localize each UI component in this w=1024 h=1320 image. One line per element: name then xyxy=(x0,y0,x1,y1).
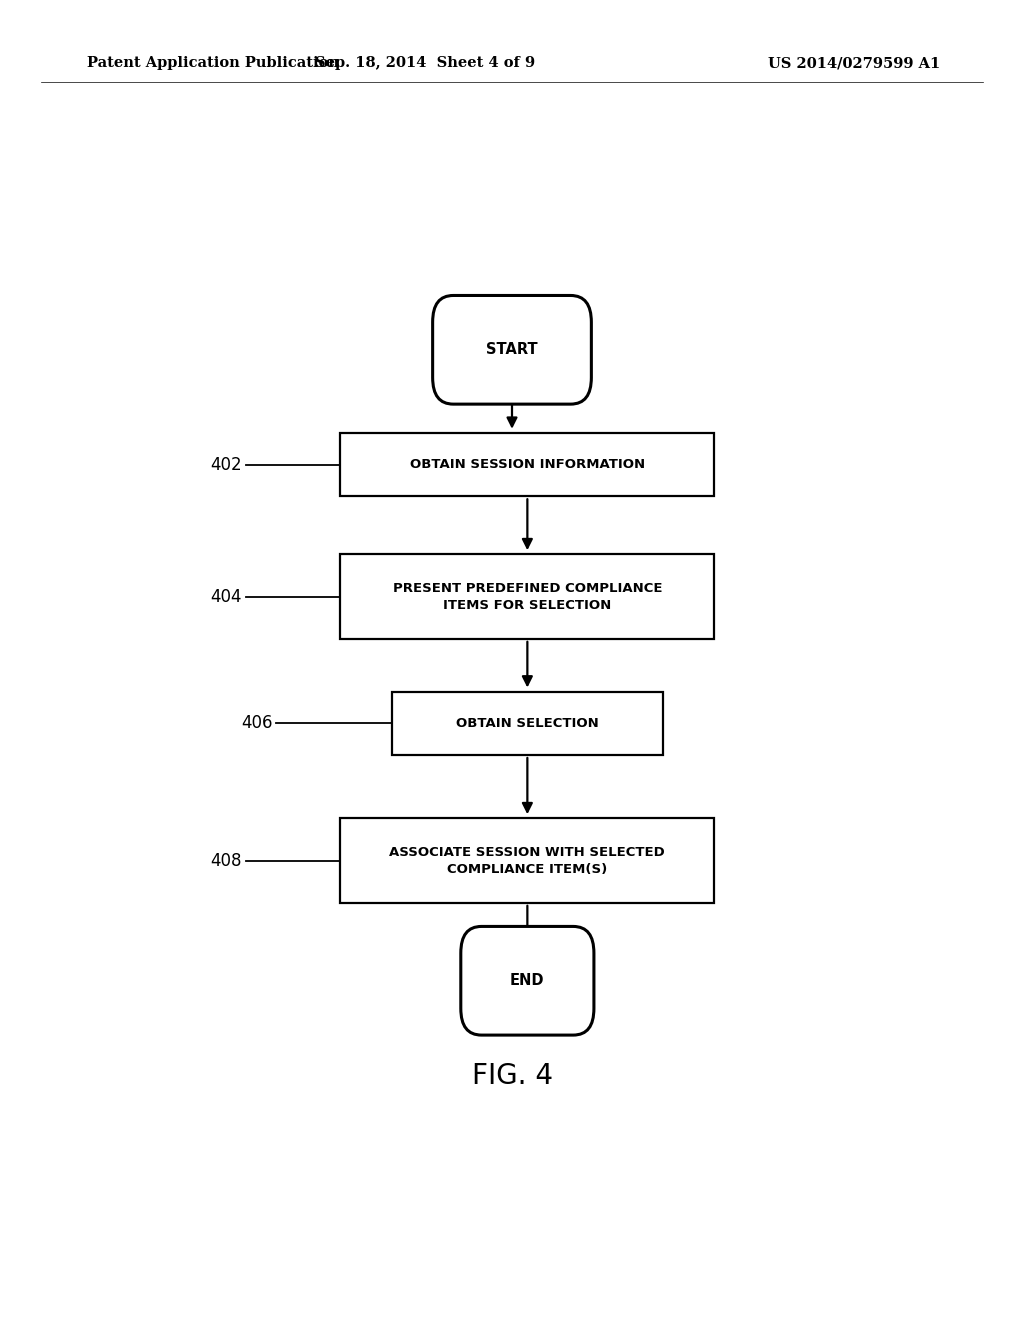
Text: 408: 408 xyxy=(210,851,242,870)
FancyBboxPatch shape xyxy=(340,818,715,903)
Text: END: END xyxy=(510,973,545,989)
Text: Patent Application Publication: Patent Application Publication xyxy=(87,57,339,70)
Text: OBTAIN SESSION INFORMATION: OBTAIN SESSION INFORMATION xyxy=(410,458,645,471)
Text: PRESENT PREDEFINED COMPLIANCE
ITEMS FOR SELECTION: PRESENT PREDEFINED COMPLIANCE ITEMS FOR … xyxy=(392,582,663,611)
Text: START: START xyxy=(486,342,538,358)
Text: US 2014/0279599 A1: US 2014/0279599 A1 xyxy=(768,57,940,70)
FancyBboxPatch shape xyxy=(432,296,592,404)
Text: Sep. 18, 2014  Sheet 4 of 9: Sep. 18, 2014 Sheet 4 of 9 xyxy=(315,57,535,70)
FancyBboxPatch shape xyxy=(391,692,664,755)
Text: OBTAIN SELECTION: OBTAIN SELECTION xyxy=(456,717,599,730)
Text: 404: 404 xyxy=(210,587,242,606)
FancyBboxPatch shape xyxy=(461,927,594,1035)
FancyBboxPatch shape xyxy=(340,554,715,639)
Text: 406: 406 xyxy=(241,714,272,733)
FancyBboxPatch shape xyxy=(340,433,715,496)
Text: 402: 402 xyxy=(210,455,242,474)
Text: ASSOCIATE SESSION WITH SELECTED
COMPLIANCE ITEM(S): ASSOCIATE SESSION WITH SELECTED COMPLIAN… xyxy=(389,846,666,875)
Text: FIG. 4: FIG. 4 xyxy=(471,1061,553,1090)
